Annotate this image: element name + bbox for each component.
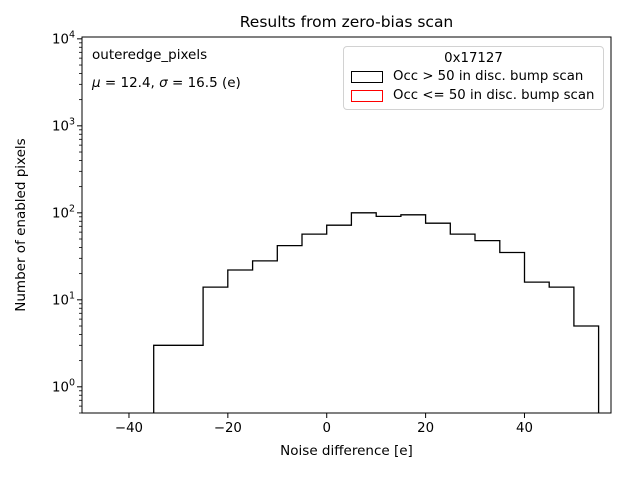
x-tick-label: 40 [516, 421, 533, 436]
legend-swatch-red [351, 89, 383, 102]
mu-value: = 12.4, [100, 75, 160, 91]
legend-entry-label: Occ <= 50 in disc. bump scan [393, 88, 595, 103]
plot-border [81, 36, 612, 414]
x-axis-label: Noise difference [e] [280, 443, 413, 459]
y-tick-label: 102 [52, 203, 75, 221]
legend-entry: Occ <= 50 in disc. bump scan [344, 86, 603, 105]
y-tick-label: 100 [52, 377, 75, 395]
legend-title: 0x17127 [444, 51, 503, 66]
legend: 0x17127 Occ > 50 in disc. bump scan Occ … [343, 46, 604, 110]
x-tick-label: −20 [214, 421, 242, 436]
annotation-dataset: outeredge_pixels [92, 47, 208, 63]
x-tick-label: −40 [115, 421, 143, 436]
y-tick-label: 101 [52, 290, 75, 308]
mu-symbol: μ [92, 75, 101, 91]
legend-entry: Occ > 50 in disc. bump scan [344, 67, 603, 86]
x-tick-label: 20 [417, 421, 434, 436]
legend-swatch-black [351, 70, 383, 83]
annotation-stats: μ = 12.4, σ = 16.5 (e) [92, 75, 241, 94]
y-axis-label: Number of enabled pixels [13, 138, 29, 312]
chart-title: Results from zero-bias scan [239, 13, 454, 31]
y-tick-label: 103 [52, 116, 75, 134]
x-tick-label: 0 [322, 421, 330, 436]
sigma-value: = 16.5 (e) [167, 75, 241, 91]
legend-entry-label: Occ > 50 in disc. bump scan [393, 69, 584, 84]
y-tick-label: 104 [52, 29, 75, 47]
sigma-symbol: σ [159, 75, 168, 91]
histogram-outline [153, 212, 600, 413]
annotation: outeredge_pixels μ = 12.4, σ = 16.5 (e) [92, 47, 241, 103]
